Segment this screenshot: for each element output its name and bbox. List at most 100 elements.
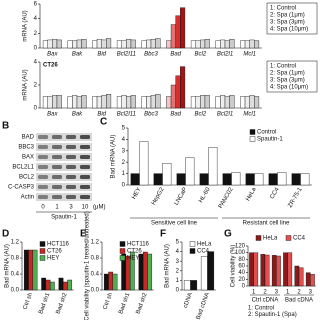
bar [180, 66, 186, 109]
group-label: Resistant cell line [243, 221, 290, 227]
bar [249, 39, 255, 49]
bar [190, 280, 198, 291]
y-tick-label: 5 [122, 126, 126, 132]
band [52, 155, 62, 159]
lane-label: 3 [69, 205, 73, 211]
bar [130, 95, 136, 109]
bar [199, 173, 209, 186]
x-tick-label: Bad sh1 [118, 292, 131, 315]
x-tick-label: Bcl2 [194, 112, 206, 118]
bar [106, 38, 112, 49]
x-tick-label: Bcl2l1 [217, 52, 233, 58]
x-tick-label: Bad sh2 [56, 292, 69, 315]
band [38, 145, 48, 149]
legend-label: CC4 [197, 249, 210, 255]
bar [72, 95, 78, 109]
band [52, 135, 62, 139]
bar [101, 95, 107, 109]
band-label: BBC3 [18, 145, 34, 151]
y-tick-label: 80 [238, 257, 245, 263]
x-tick-label: Bak [72, 52, 83, 58]
x-tick-label: ZR-75-1 [287, 186, 304, 209]
panel-label: E [80, 229, 87, 240]
bar [207, 251, 215, 291]
chart-label: CT26 [43, 63, 58, 69]
bar [138, 253, 144, 291]
band [66, 165, 76, 169]
blot-strip [36, 173, 92, 181]
bar [150, 39, 156, 49]
legend-swatch [39, 255, 46, 261]
y-tick-label: 0.8 [91, 256, 100, 262]
y-tick-label: 1.2 [91, 240, 100, 246]
y-tick-label: 100 [235, 250, 246, 256]
band [52, 195, 62, 199]
band-label: Actin [21, 195, 34, 201]
x-tick-label: PANC02 [218, 186, 235, 209]
y-tick-label: 2 [34, 83, 38, 89]
bar [23, 249, 29, 291]
x-tick-label: Bad [170, 52, 181, 58]
bar [52, 95, 58, 109]
y-tick-label: 3 [176, 259, 180, 265]
y-tick-label: 4 [122, 137, 126, 143]
bar [45, 279, 51, 291]
legend-swatch [119, 255, 126, 261]
bar [305, 272, 311, 287]
bar [155, 38, 161, 49]
bar [67, 279, 73, 291]
y-tick-label: 1.2 [11, 240, 20, 246]
bar [49, 281, 55, 291]
band-label: BCL2 [19, 175, 35, 181]
band [80, 165, 90, 169]
y-axis-label: Cell viability (%) [231, 245, 237, 288]
legend-box [266, 2, 318, 35]
band [80, 195, 90, 199]
bar [185, 157, 195, 186]
x-tick-label: Mcl1 [243, 52, 256, 58]
x-tick-label: Bid [97, 112, 106, 118]
band-label: BCL2L1 [12, 165, 34, 171]
bar [220, 39, 226, 49]
treatment-label: Spautin-1 [51, 215, 77, 221]
bar [108, 271, 114, 291]
y-axis-label: Bad mRNA (AU) [5, 244, 11, 288]
group-label: Ctrl cDNA [252, 298, 279, 304]
bar [92, 40, 98, 49]
bar [195, 96, 201, 109]
y-tick-label: 4 [176, 249, 180, 255]
x-tick-label: 3 [275, 290, 279, 296]
bar [121, 95, 127, 109]
band-label: BAD [22, 135, 35, 141]
legend-swatch [249, 129, 256, 135]
legend-swatch [119, 241, 126, 247]
bar [52, 39, 58, 49]
note: 1: Control [248, 306, 274, 312]
band [52, 165, 62, 169]
y-tick-label: 0 [176, 288, 180, 294]
x-tick-label: cDNA [183, 292, 194, 309]
bar [195, 40, 201, 49]
panel-label: C [100, 117, 107, 128]
bar [47, 39, 53, 49]
bar [244, 40, 250, 49]
bar [190, 96, 196, 109]
bar [215, 40, 221, 49]
bar [253, 252, 259, 287]
x-tick-label: Bid [97, 52, 106, 58]
band [38, 135, 48, 139]
bar [287, 252, 293, 287]
bar [291, 173, 301, 186]
bar [116, 40, 122, 49]
panel-label: F [160, 229, 166, 240]
legend-label: Control [257, 130, 276, 136]
legend-label: CC4 [293, 236, 306, 242]
bar [76, 39, 82, 49]
legend-label: HCT116 [47, 242, 70, 248]
band [38, 185, 48, 189]
bar [283, 252, 288, 287]
x-tick-label: HepG2 [151, 186, 166, 206]
x-tick-label: 1 [286, 290, 290, 296]
bar [170, 84, 176, 109]
bar [222, 173, 232, 186]
